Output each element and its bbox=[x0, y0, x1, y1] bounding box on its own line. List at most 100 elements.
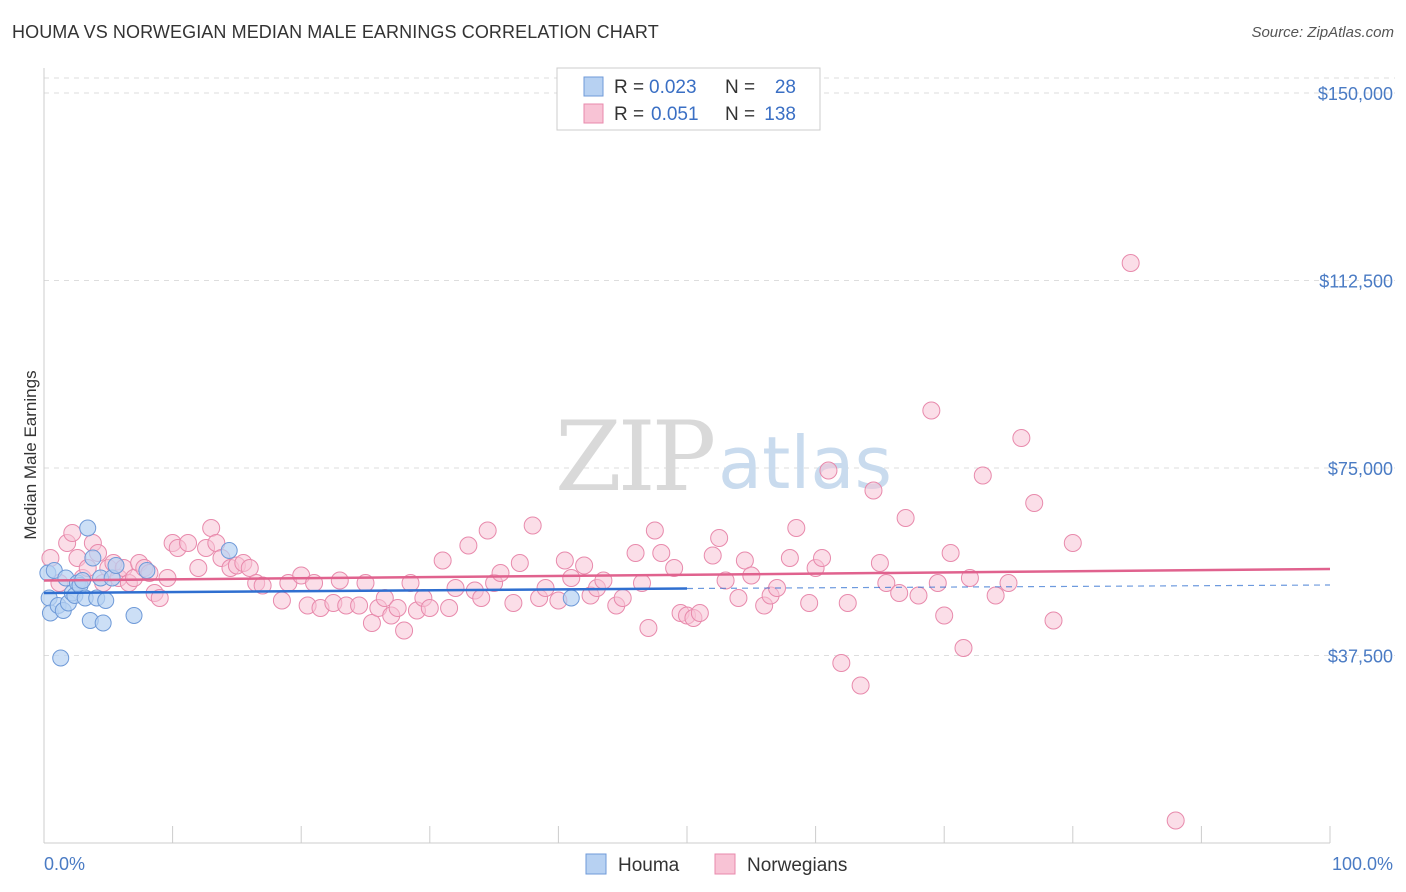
legend-r-value-houma: 0.023 bbox=[649, 77, 697, 98]
norwegians-point-119 bbox=[960, 569, 979, 587]
norwegians-point-65 bbox=[491, 564, 510, 582]
norwegians-point-45 bbox=[350, 596, 369, 615]
norwegians-point-59 bbox=[446, 579, 465, 597]
norwegians-point-70 bbox=[536, 579, 555, 597]
watermark: ZIP atlas bbox=[555, 401, 892, 513]
norwegians-point-118 bbox=[954, 639, 973, 657]
norwegians-point-117 bbox=[941, 544, 960, 562]
norwegians-point-60 bbox=[459, 536, 478, 555]
trend-lines bbox=[43, 567, 1331, 595]
norwegians-point-90 bbox=[703, 546, 722, 565]
norwegians-point-82 bbox=[639, 619, 658, 637]
norwegians-point-126 bbox=[1063, 534, 1082, 552]
bottom-legend-swatch-norwegians bbox=[714, 853, 736, 875]
norwegians-point-123 bbox=[1012, 429, 1031, 447]
norwegians-point-108 bbox=[864, 481, 883, 500]
norwegians-point-66 bbox=[504, 594, 523, 612]
houma-point-23 bbox=[107, 557, 125, 574]
norwegians-point-47 bbox=[362, 614, 381, 632]
norwegians-point-111 bbox=[890, 584, 909, 602]
norwegians-point-62 bbox=[472, 589, 491, 607]
houma-point-25 bbox=[138, 562, 156, 579]
norwegians-point-100 bbox=[787, 519, 806, 537]
norwegians-point-127 bbox=[1121, 254, 1140, 272]
norwegians-point-85 bbox=[665, 559, 684, 577]
norwegians-points bbox=[41, 254, 1185, 830]
norwegians-point-103 bbox=[813, 549, 832, 567]
norwegians-point-89 bbox=[690, 604, 709, 622]
houma-point-27 bbox=[562, 589, 580, 607]
norwegians-point-79 bbox=[613, 589, 632, 607]
norwegians-point-35 bbox=[253, 576, 272, 595]
norwegians-point-121 bbox=[986, 586, 1005, 605]
norwegians-point-116 bbox=[935, 606, 954, 625]
y-tick-label-1: $75,000 bbox=[1328, 459, 1393, 479]
norwegians-point-93 bbox=[729, 589, 748, 607]
norwegians-point-95 bbox=[742, 566, 761, 585]
norwegians-point-68 bbox=[523, 516, 542, 535]
norwegians-point-24 bbox=[179, 534, 198, 552]
norwegians-point-106 bbox=[838, 594, 857, 612]
norwegians-point-124 bbox=[1025, 494, 1044, 512]
norwegians-point-27 bbox=[202, 519, 221, 537]
norwegians-point-56 bbox=[420, 599, 439, 617]
legend-swatch-norwegians bbox=[583, 103, 604, 124]
norwegians-point-109 bbox=[870, 554, 889, 572]
norwegians-point-25 bbox=[189, 559, 208, 577]
norwegians-point-43 bbox=[330, 571, 349, 590]
houma-trend-line bbox=[43, 587, 688, 595]
norwegians-point-57 bbox=[433, 551, 452, 570]
legend-n-value-norwegians: 138 bbox=[764, 104, 796, 125]
norwegians-point-113 bbox=[909, 586, 928, 605]
norwegians-point-20 bbox=[150, 589, 169, 607]
houma-point-5 bbox=[52, 649, 70, 667]
norwegians-point-58 bbox=[440, 599, 459, 617]
houma-point-21 bbox=[97, 592, 115, 609]
norwegians-point-33 bbox=[240, 559, 259, 577]
houma-point-26 bbox=[220, 542, 238, 559]
y-tick-label-3: $150,000 bbox=[1318, 84, 1393, 104]
legend-r-value-norwegians: 0.051 bbox=[651, 104, 699, 125]
x-tick-label-0: 0.0% bbox=[44, 854, 85, 874]
norwegians-point-52 bbox=[395, 621, 414, 640]
norwegians-point-63 bbox=[478, 521, 497, 540]
norwegians-point-73 bbox=[562, 569, 581, 587]
norwegians-point-99 bbox=[780, 549, 799, 567]
norwegians-point-107 bbox=[851, 676, 870, 695]
houma-point-15 bbox=[79, 519, 97, 537]
norwegians-point-104 bbox=[819, 461, 838, 480]
norwegians-point-114 bbox=[922, 401, 941, 420]
legend-r-label-houma: R = bbox=[614, 77, 644, 98]
axes bbox=[43, 68, 1331, 844]
houma-point-17 bbox=[84, 549, 102, 567]
correlation-legend: R = 0.023 N = 28 R = 0.051 N = 138 bbox=[556, 67, 821, 131]
chart-title: HOUMA VS NORWEGIAN MEDIAN MALE EARNINGS … bbox=[12, 22, 659, 42]
houma-point-20 bbox=[94, 614, 112, 632]
x-tick-label-100: 100.0% bbox=[1332, 854, 1393, 874]
norwegians-point-125 bbox=[1044, 611, 1063, 630]
norwegians-point-122 bbox=[999, 574, 1018, 592]
bottom-legend-norwegians: Norwegians bbox=[747, 855, 847, 876]
y-axis-label: Median Male Earnings bbox=[21, 370, 40, 539]
norwegians-point-36 bbox=[272, 591, 291, 610]
norwegians-point-83 bbox=[645, 521, 664, 540]
legend-n-value-houma: 28 bbox=[775, 77, 796, 98]
norwegians-point-101 bbox=[800, 594, 819, 612]
bottom-legend-houma: Houma bbox=[618, 855, 680, 876]
norwegians-point-67 bbox=[510, 554, 529, 572]
legend-r-label-norwegians: R = bbox=[614, 104, 644, 125]
norwegians-point-80 bbox=[626, 544, 645, 562]
norwegians-point-94 bbox=[735, 551, 754, 570]
legend-n-label-houma: N = bbox=[725, 77, 755, 98]
houma-trend-extension bbox=[686, 584, 1331, 590]
y-tick-label-0: $37,500 bbox=[1328, 647, 1393, 667]
norwegians-point-105 bbox=[832, 654, 851, 672]
legend-n-label-norwegians: N = bbox=[725, 104, 755, 125]
norwegians-point-120 bbox=[973, 466, 992, 485]
watermark-atlas: atlas bbox=[718, 421, 892, 505]
norwegians-point-72 bbox=[555, 551, 574, 570]
norwegians-point-21 bbox=[158, 569, 177, 587]
y-tick-labels: $37,500 $75,000 $112,500 $150,000 bbox=[1318, 84, 1393, 667]
norwegians-point-128 bbox=[1166, 811, 1185, 830]
